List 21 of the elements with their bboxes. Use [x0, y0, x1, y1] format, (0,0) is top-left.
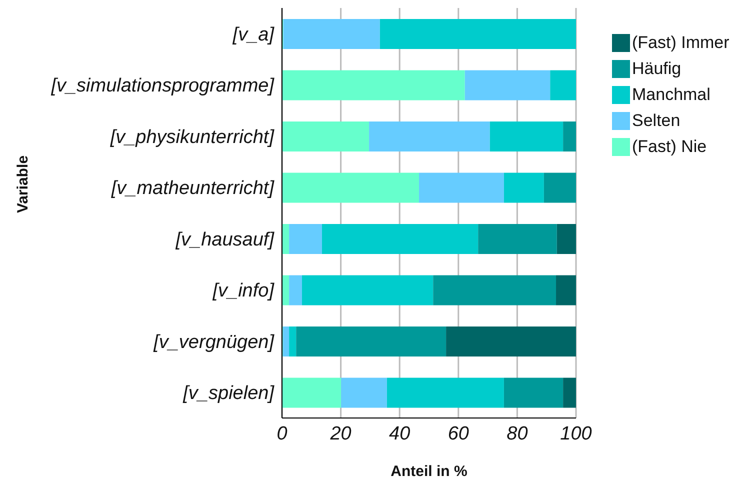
- legend-label: Selten: [632, 110, 680, 132]
- legend-label: Häufig: [632, 58, 682, 80]
- x-axis-title: Anteil in %: [390, 463, 468, 480]
- x-tick-label: 0: [276, 423, 288, 444]
- y-tick-label: [v_physikunterricht]: [109, 126, 275, 148]
- y-tick-label: [v_vergnügen]: [152, 332, 275, 353]
- y-tick-label: [v_matheunterricht]: [110, 178, 275, 200]
- legend-label: (Fast) Immer: [632, 32, 730, 54]
- y-axis-title: Variable: [14, 155, 32, 213]
- x-tick-label: 80: [506, 423, 528, 444]
- x-tick-label: 40: [389, 423, 411, 444]
- y-tick-label: [v_info]: [212, 280, 275, 302]
- y-tick-label: [v_hausauf]: [174, 229, 275, 250]
- x-tick-label: 20: [329, 423, 352, 444]
- legend-label: Manchmal: [632, 84, 710, 106]
- y-tick-label: [v_simulationsprogramme]: [50, 76, 275, 97]
- x-tick-label: 100: [560, 423, 592, 444]
- legend-label: (Fast) Nie: [632, 136, 707, 158]
- y-tick-label: [v_spielen]: [182, 383, 275, 404]
- x-tick-label: 60: [448, 423, 470, 444]
- y-tick-label: [v_a]: [232, 24, 275, 46]
